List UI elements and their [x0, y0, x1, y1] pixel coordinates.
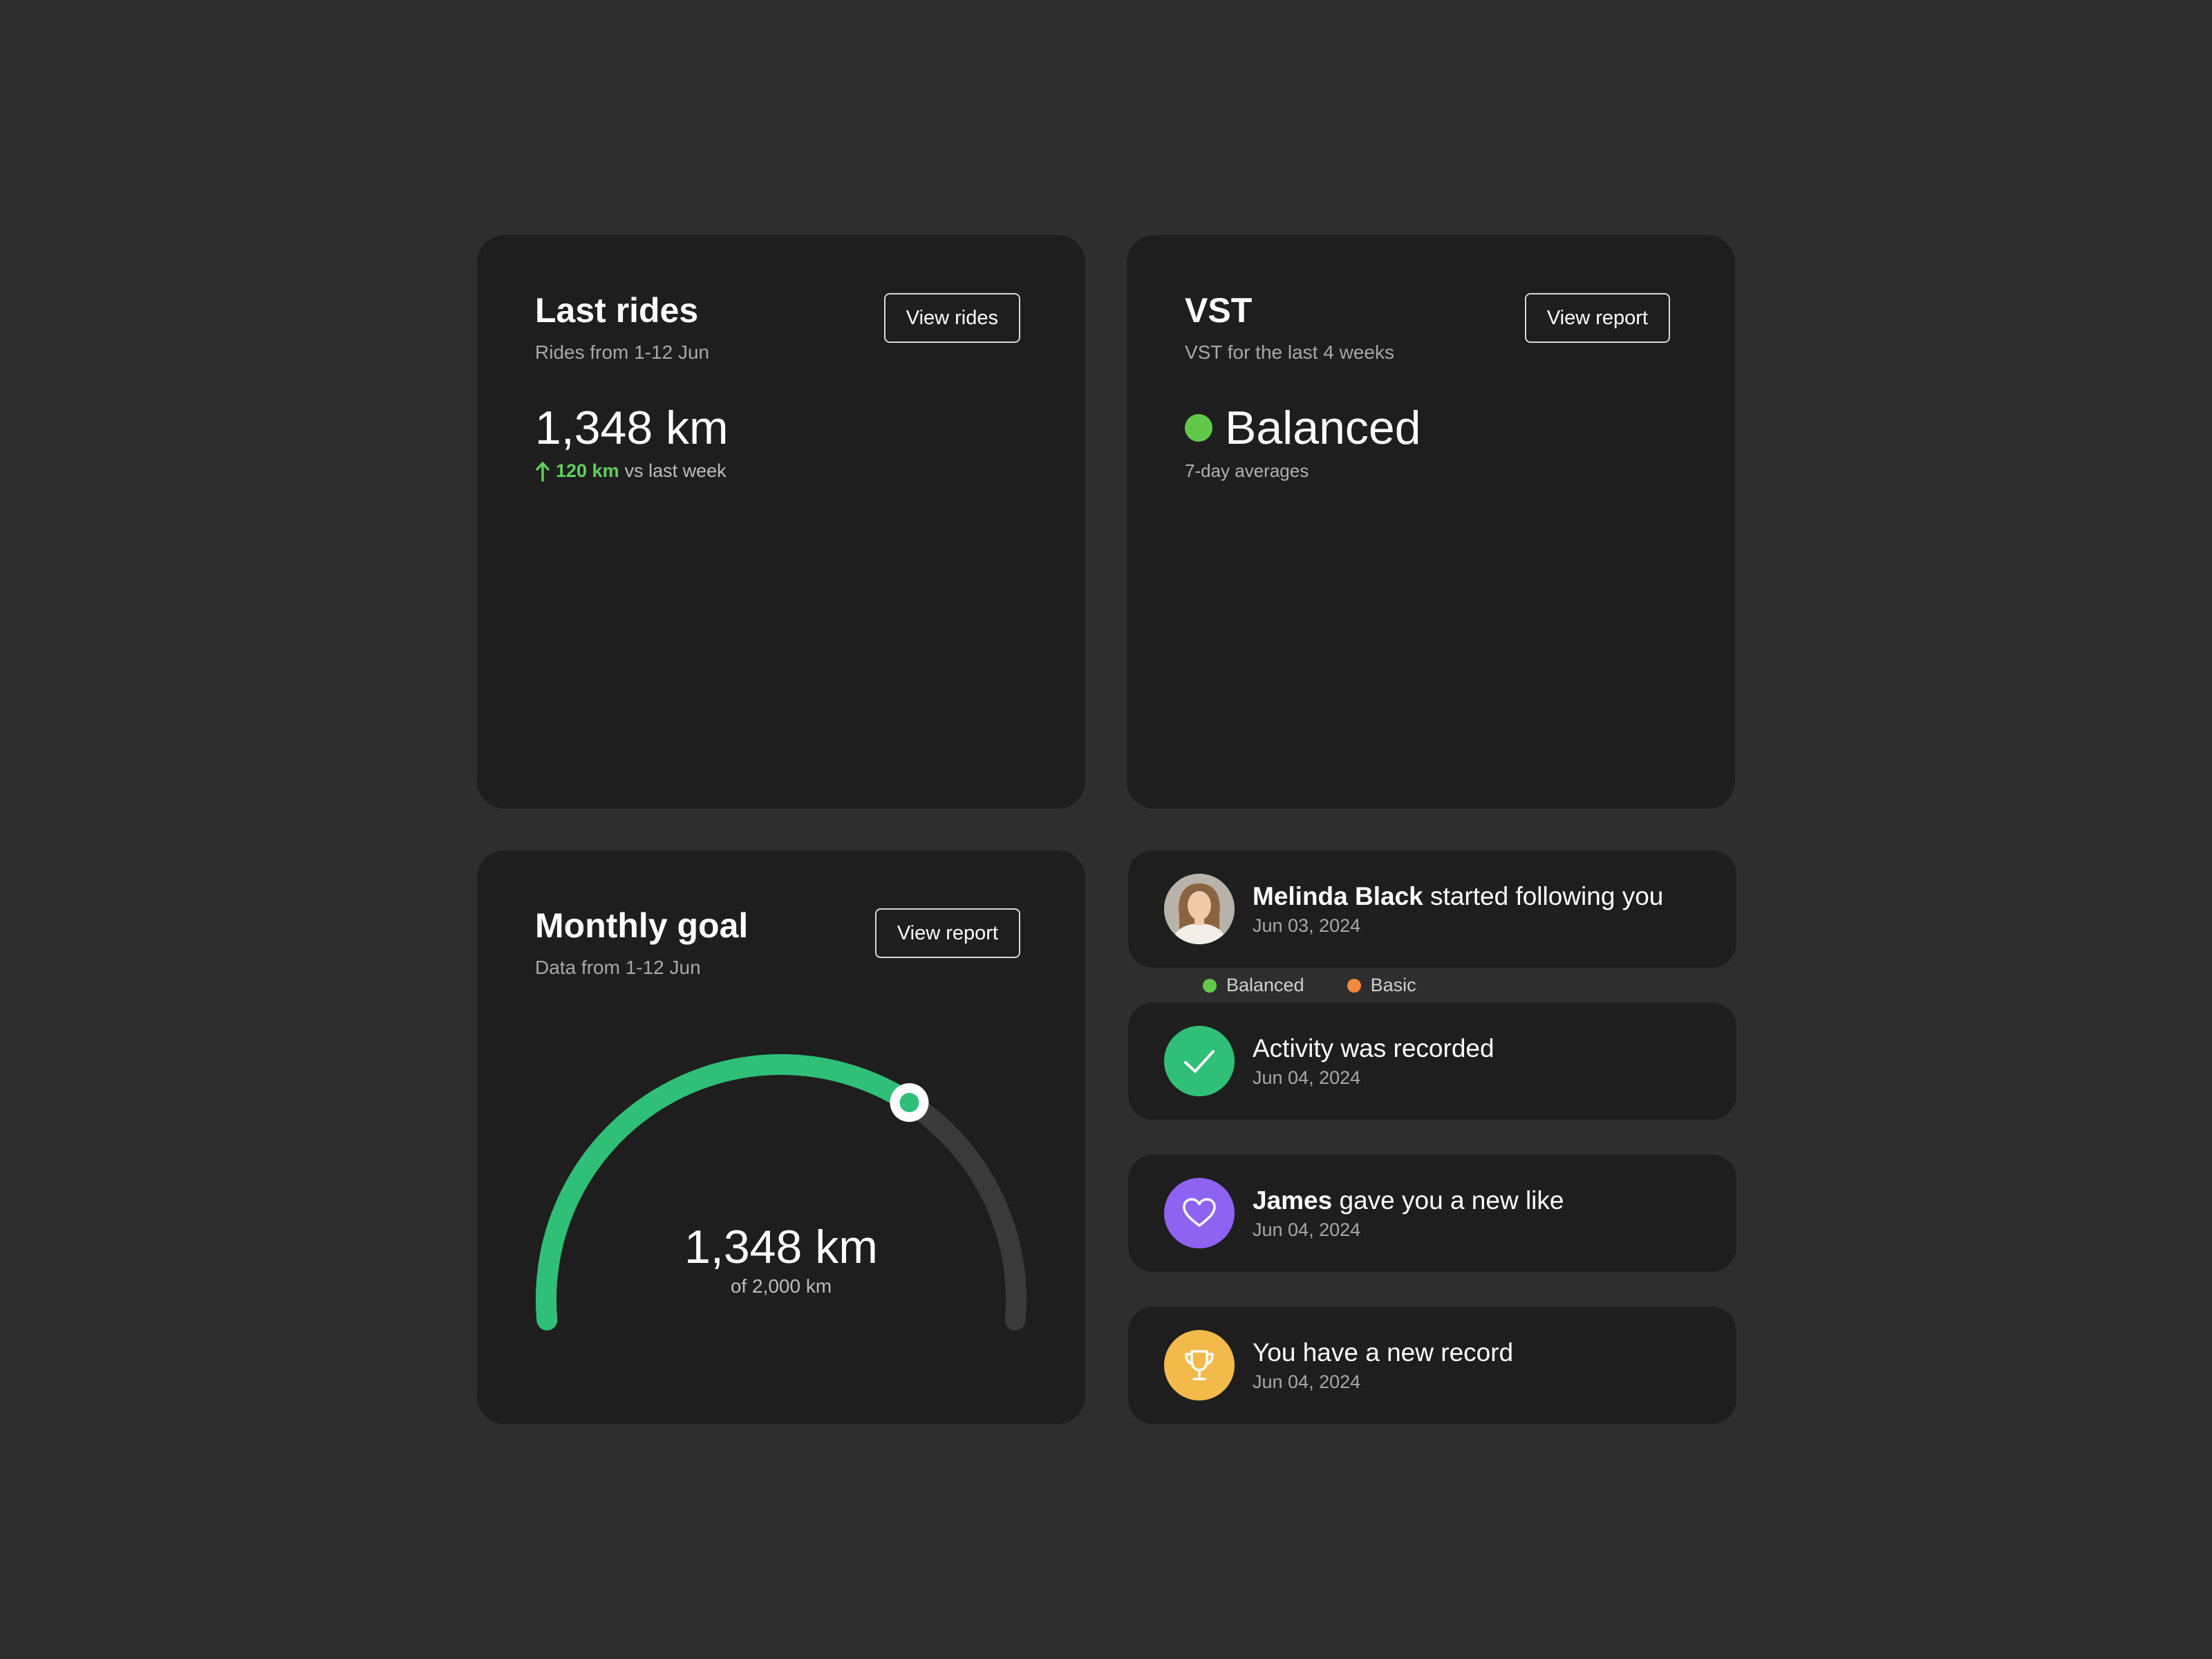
gauge-fill: [536, 1054, 920, 1331]
monthly-goal-title: Monthly goal: [535, 906, 749, 945]
rides-delta-text: vs last week: [624, 460, 727, 481]
rides-bar-chart: 010203040506070809101112: [477, 505, 1085, 740]
view-rides-button[interactable]: View rides: [883, 293, 1020, 343]
legend-dot: [1347, 978, 1361, 993]
notification-text: James gave you a new like: [1253, 1186, 1564, 1215]
avatar: [1164, 874, 1235, 944]
goal-value: 1,348 km: [684, 1221, 878, 1273]
monthly-goal-subtitle: Data from 1-12 Jun: [535, 957, 701, 978]
rides-total: 1,348 km: [535, 402, 729, 454]
notification-date: Jun 04, 2024: [1253, 1219, 1361, 1240]
notification-name: James: [1253, 1185, 1333, 1215]
notification-follow[interactable]: Melinda Black started following you Jun …: [1128, 850, 1736, 968]
legend-label: Balanced: [1226, 975, 1304, 995]
last-rides-card: Last rides Rides from 1-12 Jun View ride…: [477, 235, 1085, 995]
notification-name: Melinda Black: [1253, 881, 1423, 910]
goal-of-text: of 2,000 km: [730, 1275, 832, 1297]
vst-status-dot: [1185, 414, 1212, 442]
goal-view-report-button[interactable]: View report: [874, 908, 1020, 958]
legend-item-basic: Basic: [1347, 975, 1416, 996]
gauge-handle-center: [899, 1093, 919, 1113]
notification-action: You have a new record: [1253, 1338, 1514, 1367]
notification-activity[interactable]: Activity was recorded Jun 04, 2024: [1128, 1002, 1736, 1120]
person-avatar-icon: [1164, 874, 1235, 944]
vst-note: 7-day averages: [1185, 460, 1309, 481]
rides-delta-value: 120 km: [556, 460, 619, 481]
legend-dot: [1203, 978, 1217, 993]
notification-action: Activity was recorded: [1253, 1033, 1494, 1062]
notification-date: Jun 03, 2024: [1253, 915, 1361, 936]
vst-subtitle: VST for the last 4 weeks: [1185, 341, 1394, 363]
vst-title: VST: [1185, 291, 1253, 330]
vst-view-report-button[interactable]: View report: [1524, 293, 1670, 343]
trophy-icon: [1164, 1330, 1235, 1400]
legend-item-balanced: Balanced: [1203, 975, 1304, 996]
vst-card: VST VST for the last 4 weeks View report…: [1127, 235, 1735, 995]
monthly-goal-card: Monthly goal Data from 1-12 Jun View rep…: [477, 850, 1085, 1424]
notification-text: Melinda Black started following you: [1253, 882, 1663, 911]
arrow-up-icon: [536, 461, 550, 482]
rides-delta: 120 km vs last week: [535, 460, 727, 482]
notification-action: started following you: [1430, 881, 1664, 910]
last-rides-title: Last rides: [535, 291, 699, 330]
goal-gauge: [536, 1054, 1027, 1331]
check-icon: [1164, 1026, 1235, 1096]
vst-legend: Balanced Basic: [1203, 975, 1459, 996]
notification-date: Jun 04, 2024: [1253, 1371, 1361, 1392]
notification-like[interactable]: James gave you a new like Jun 04, 2024: [1128, 1154, 1736, 1272]
vst-status-label: Balanced: [1225, 402, 1421, 454]
notification-record[interactable]: You have a new record Jun 04, 2024: [1128, 1306, 1736, 1424]
notification-date: Jun 04, 2024: [1253, 1067, 1361, 1088]
notification-action: gave you a new like: [1339, 1185, 1564, 1215]
last-rides-subtitle: Rides from 1-12 Jun: [535, 341, 710, 363]
legend-label: Basic: [1370, 975, 1416, 995]
vst-status: Balanced: [1185, 401, 1421, 455]
heart-icon: [1164, 1178, 1235, 1248]
vst-line-chart: 31.08.27.09.: [1127, 505, 1735, 740]
